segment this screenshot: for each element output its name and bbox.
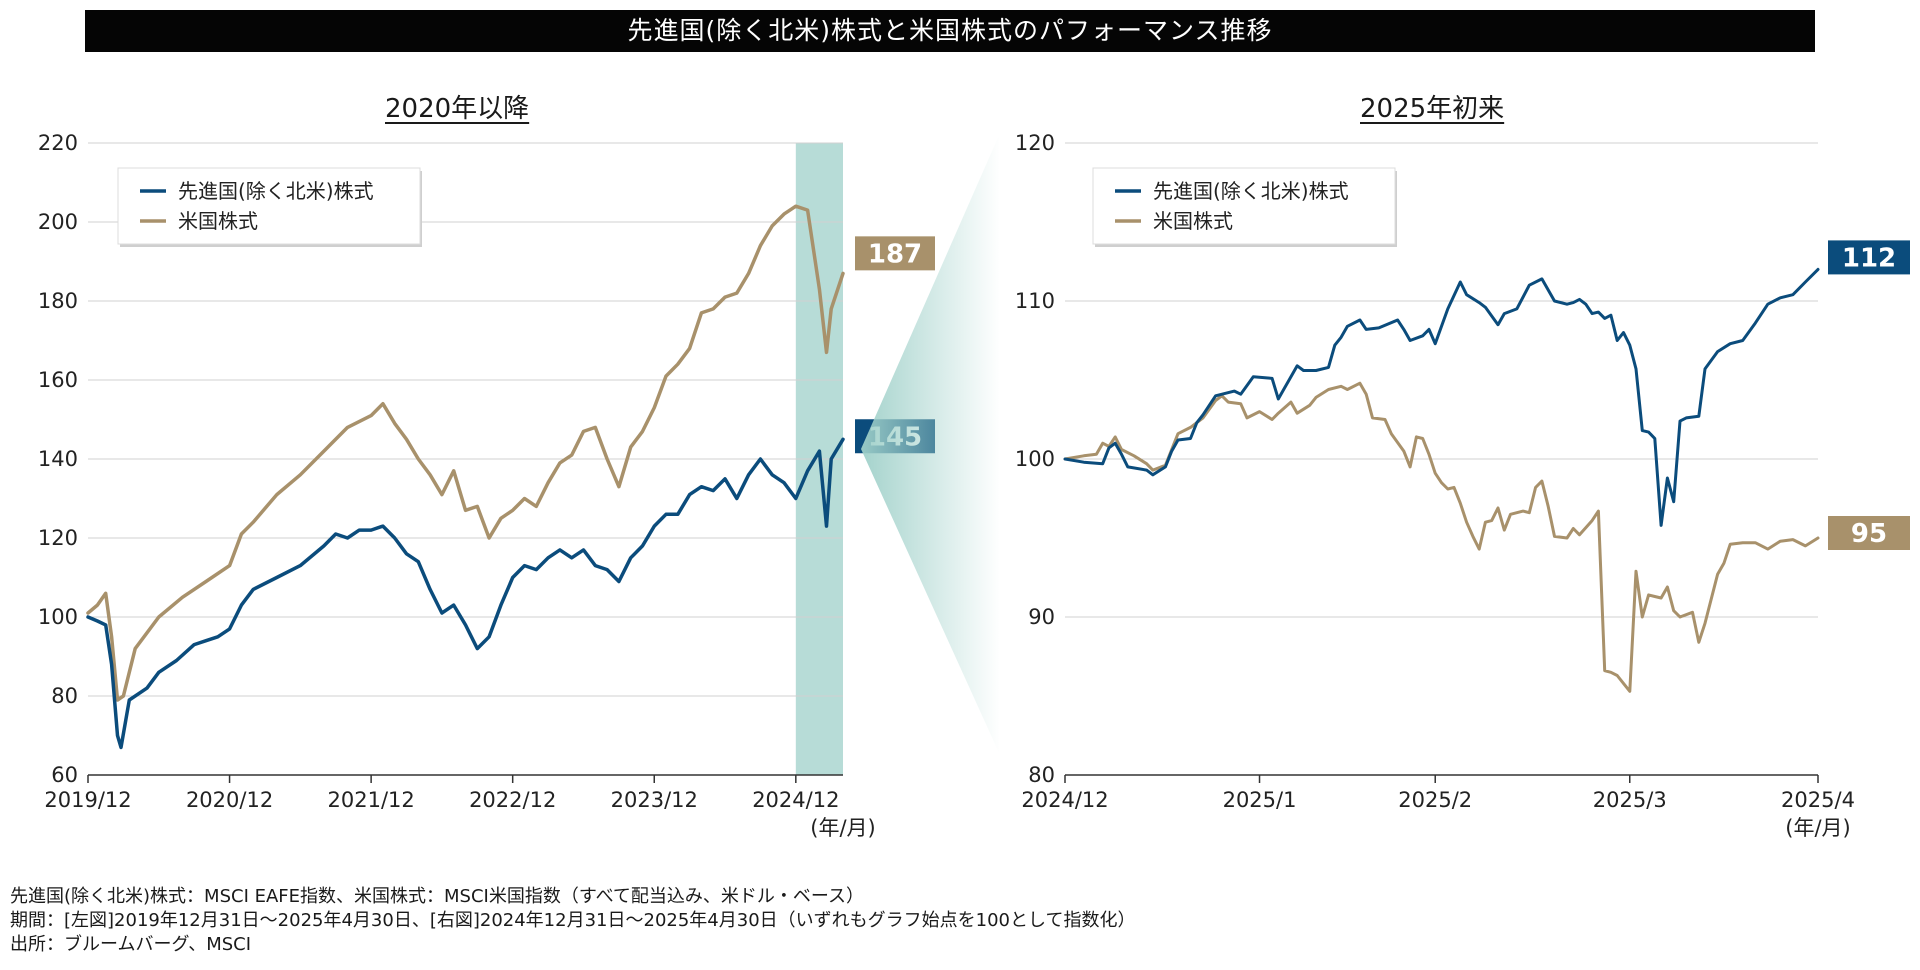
charts-canvas: 60 80 100 120 140 160 180 200 220 2019/12 2020/12 2…: [38, 131, 1910, 840]
end-label-us: 187: [855, 236, 935, 271]
legend-label: 先進国(除く北米)株式: [1153, 179, 1349, 203]
end-label-developed: 112: [1828, 240, 1910, 275]
y-tick-label: 120: [1015, 131, 1055, 155]
x-unit-label: (年/月): [1785, 816, 1850, 840]
footnote-period: 期間：[左図]2019年12月31日〜2025年4月30日、[右図]2024年1…: [10, 910, 1136, 931]
main-title: 先進国(除く北米)株式と米国株式のパフォーマンス推移: [85, 10, 1815, 52]
y-tick-label: 160: [38, 368, 78, 392]
x-tick-label: 2023/12: [611, 788, 698, 812]
zoom-connector: [861, 133, 1000, 755]
legend-label: 先進国(除く北米)株式: [178, 179, 374, 203]
footnote-source: 出所：ブルームバーグ、MSCI: [10, 934, 252, 955]
y-tick-label: 110: [1015, 289, 1055, 313]
x-tick-label: 2022/12: [469, 788, 556, 812]
footnotes: 先進国(除く北米)株式：MSCI EAFE指数、米国株式：MSCI米国指数（すべ…: [10, 885, 1135, 957]
y-tick-label: 140: [38, 447, 78, 471]
x-tick-label: 2020/12: [186, 788, 273, 812]
y-tick-label: 100: [38, 605, 78, 629]
x-tick-label: 2024/12: [1021, 788, 1108, 812]
series-line-us: [1063, 381, 1820, 693]
y-tick-label: 90: [1028, 605, 1055, 629]
x-tick-label: 2021/12: [328, 788, 415, 812]
svg-text:112: 112: [1842, 243, 1896, 273]
legend-label: 米国株式: [1153, 209, 1233, 233]
x-tick-label: 2025/3: [1593, 788, 1667, 812]
x-tick-label: 2024/12: [752, 788, 839, 812]
right-chart: 80 90 100 110 120 2024/12 2025/1 2025/2 2025/3 20…: [1015, 131, 1910, 840]
series-line-developed: [86, 437, 845, 750]
svg-text:187: 187: [868, 239, 922, 269]
x-unit-label: (年/月): [810, 816, 875, 840]
x-tick-label: 2025/1: [1223, 788, 1297, 812]
footnote-indices: 先進国(除く北米)株式：MSCI EAFE指数、米国株式：MSCI米国指数（すべ…: [10, 886, 864, 907]
y-tick-label: 60: [51, 763, 78, 787]
y-tick-label: 220: [38, 131, 78, 155]
left-chart: 60 80 100 120 140 160 180 200 220 2019/12 2020/12 2…: [38, 131, 935, 840]
left-chart-title: 2020年以降: [385, 94, 530, 124]
x-tick-label: 2019/12: [44, 788, 131, 812]
series-line-developed: [1063, 267, 1820, 527]
x-tick-label: 2025/2: [1398, 788, 1472, 812]
y-tick-label: 120: [38, 526, 78, 550]
legend-label: 米国株式: [178, 209, 258, 233]
y-tick-label: 80: [1028, 763, 1055, 787]
y-tick-label: 200: [38, 210, 78, 234]
y-tick-label: 80: [51, 684, 78, 708]
end-label-us: 95: [1828, 516, 1910, 550]
y-tick-label: 100: [1015, 447, 1055, 471]
right-chart-title: 2025年初来: [1360, 94, 1505, 124]
series-line-us: [86, 204, 845, 702]
y-tick-label: 180: [38, 289, 78, 313]
x-tick-label: 2025/4: [1781, 788, 1855, 812]
svg-text:95: 95: [1851, 519, 1887, 549]
